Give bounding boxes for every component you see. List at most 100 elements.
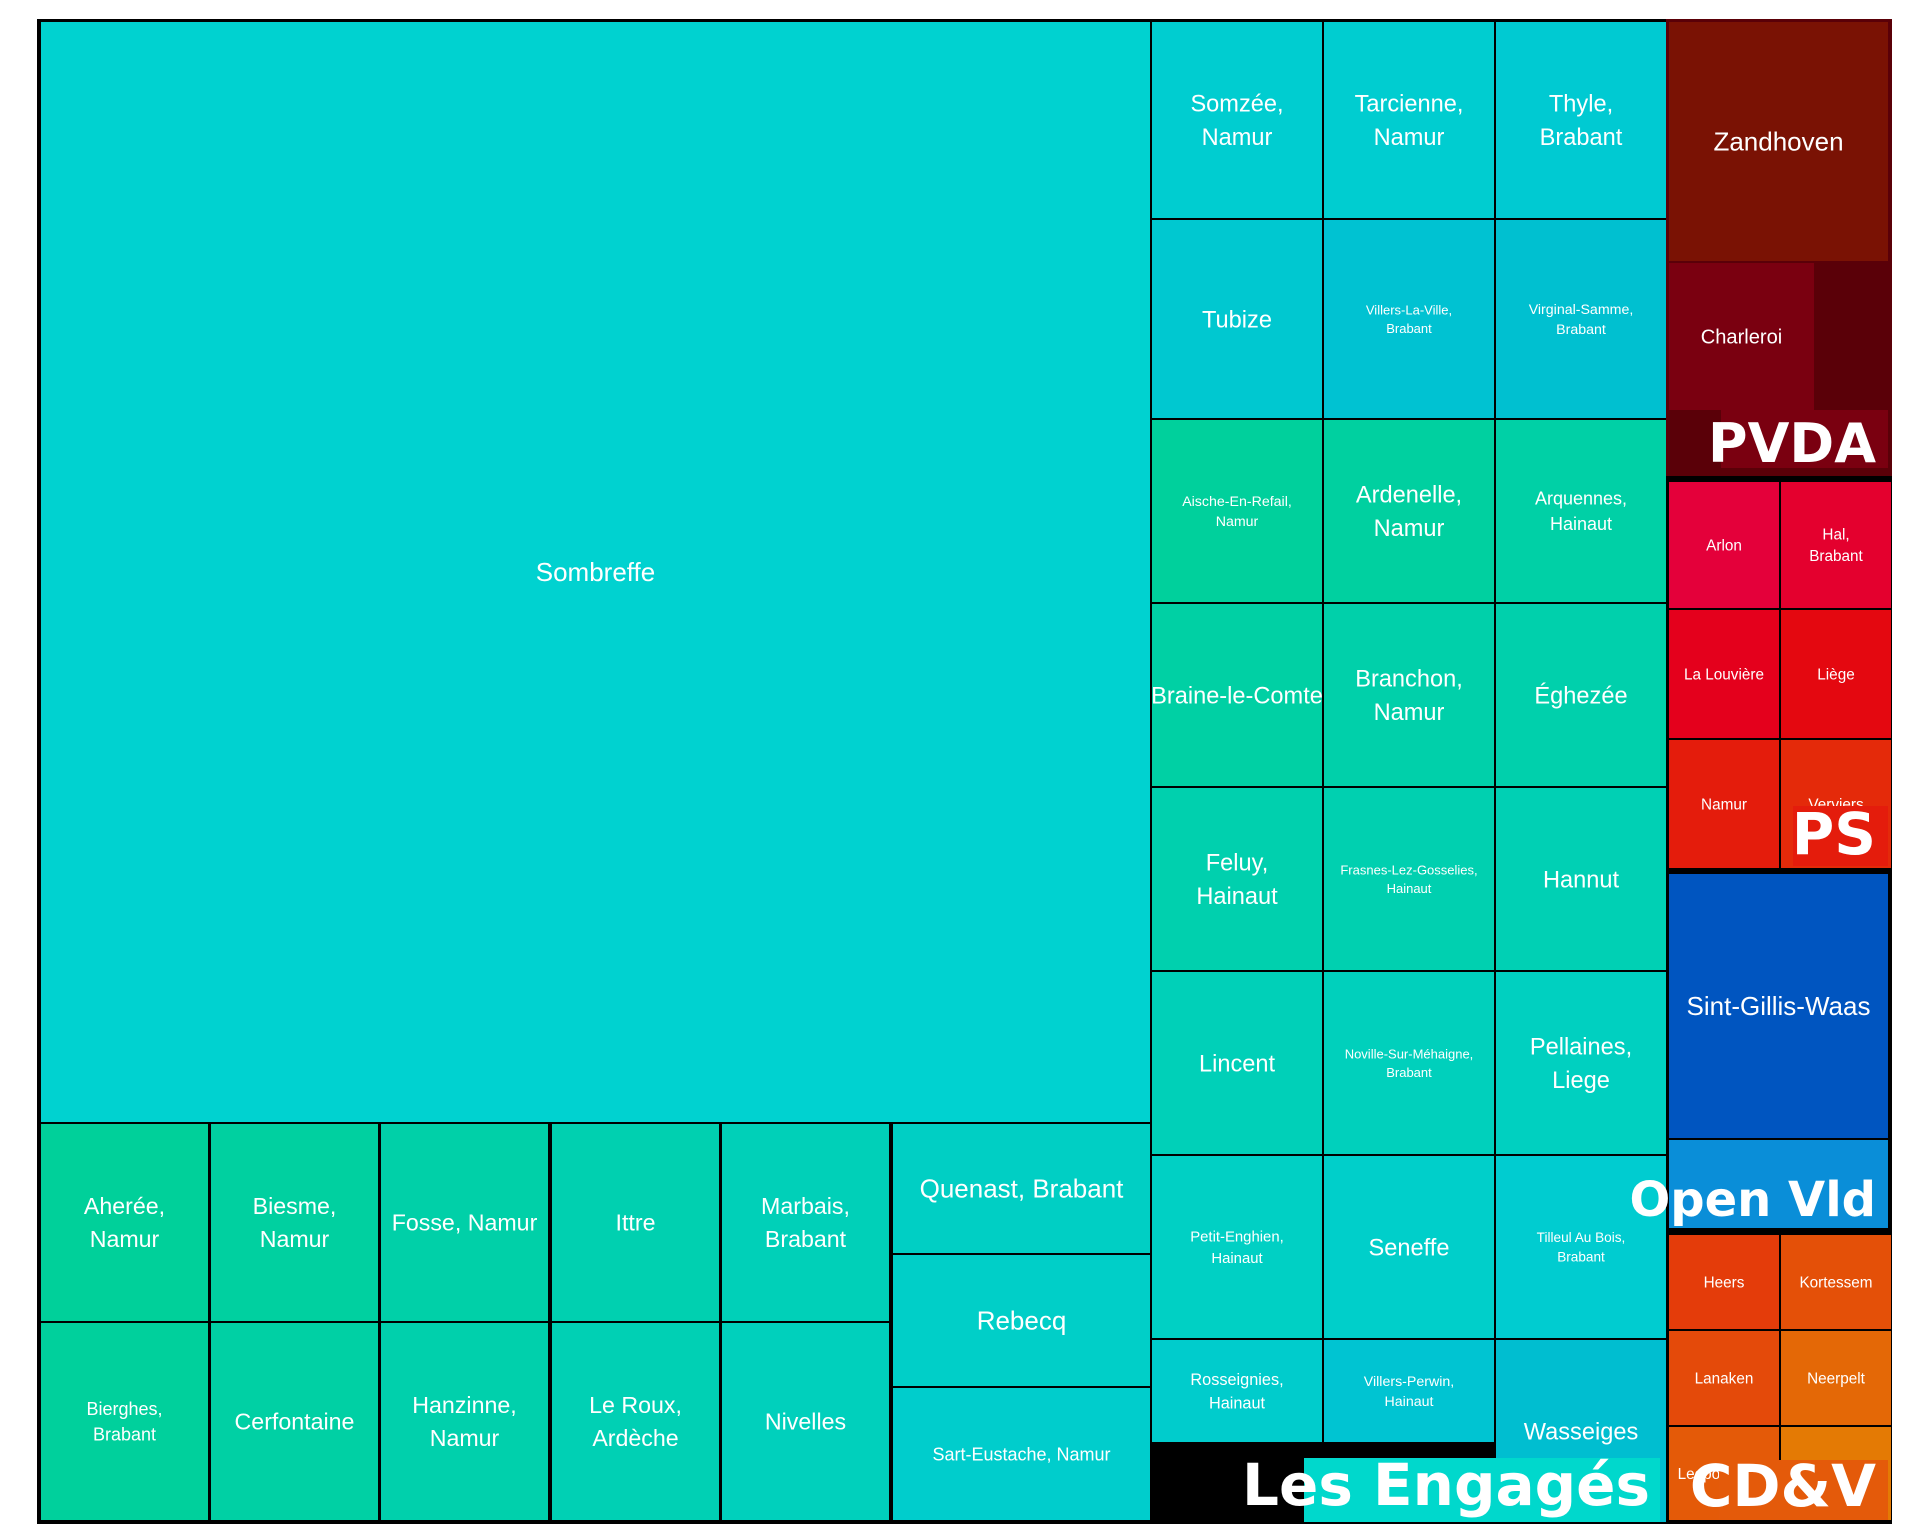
treemap-cell-heers[interactable] (1669, 1235, 1779, 1329)
treemap-cell-eghezee[interactable] (1496, 604, 1666, 786)
cell-label-braine-le-comte: Braine-le-Comte (1151, 683, 1323, 709)
group-label-ps: PS (1792, 800, 1876, 868)
cell-label-rosseignies-hainaut: Rosseignies, Hainaut (1190, 1371, 1283, 1412)
treemap-cell-kortessem[interactable] (1781, 1235, 1891, 1329)
cell-label-zandhoven: Zandhoven (1713, 127, 1843, 157)
cell-label-rebecq: Rebecq (977, 1306, 1067, 1336)
cell-label-pellaines-liege: Pellaines, Liege (1530, 1035, 1632, 1095)
treemap-cell-neerpelt[interactable] (1781, 1331, 1891, 1425)
treemap-cell-branchon-namur[interactable] (1324, 604, 1494, 786)
treemap-cell-sint-gillis-waas[interactable] (1669, 874, 1888, 1138)
cell-label-aheree-namur: Aherée, Namur (84, 1193, 165, 1252)
treemap-cell-liege[interactable] (1781, 610, 1891, 738)
cell-label-feluy-hainaut: Feluy, Hainaut (1196, 851, 1278, 911)
cell-label-villers-la-ville-brabant: Villers-La-Ville, Brabant (1366, 302, 1452, 336)
group-label-background-cd-v (1719, 1460, 1888, 1520)
treemap-cell-charleroi[interactable] (1669, 263, 1814, 410)
treemap-cell-villers-la-ville-brabant[interactable] (1324, 220, 1494, 418)
treemap-cell-quenast-brabant[interactable] (893, 1124, 1150, 1253)
cell-label-liege: Liège (1817, 666, 1854, 683)
cell-label-ittre: Ittre (616, 1210, 656, 1236)
treemap-cell-tubize[interactable] (1152, 220, 1322, 418)
cell-label-kortessem: Kortessem (1799, 1274, 1872, 1291)
cell-label-sart-eustache-namur: Sart-Eustache, Namur (932, 1444, 1110, 1464)
cell-label-wasseiges: Wasseiges (1524, 1419, 1639, 1445)
group-label-background-les-engages (1304, 1458, 1660, 1522)
group-label-les-engages: Les Engagés (1242, 1451, 1650, 1519)
cell-label-sombreffe: Sombreffe (536, 557, 655, 587)
treemap-cell-le-roux-ardeche[interactable] (552, 1323, 719, 1520)
cell-label-somzee-namur: Somzée, Namur (1190, 92, 1283, 152)
cell-label-aische-en-refail-namur: Aische-En-Refail, Namur (1182, 494, 1292, 530)
cell-label-sint-gillis-waas: Sint-Gillis-Waas (1687, 991, 1871, 1021)
treemap-cell-tarcienne-namur[interactable] (1324, 22, 1494, 218)
cell-label-arquennes-hainaut: Arquennes, Hainaut (1535, 489, 1627, 535)
cell-label-frasnes-lez-gosselies-hainaut: Frasnes-Lez-Gosselies, Hainaut (1340, 862, 1477, 896)
treemap-cell-lincent[interactable] (1152, 972, 1322, 1154)
treemap-cell-bierghes-brabant[interactable] (41, 1323, 208, 1520)
cell-label-charleroi: Charleroi (1701, 327, 1783, 349)
cell-label-tilleul-au-bois-brabant: Tilleul Au Bois, Brabant (1537, 1230, 1626, 1264)
cell-label-fosse-namur: Fosse, Namur (392, 1210, 538, 1236)
cell-label-heers: Heers (1704, 1274, 1745, 1291)
treemap-cell-la-louviere[interactable] (1669, 610, 1779, 738)
treemap-cell-hal-brabant[interactable] (1781, 482, 1891, 608)
cell-label-thyle-brabant: Thyle, Brabant (1540, 92, 1623, 152)
treemap-cell-biesme-namur[interactable] (211, 1124, 378, 1321)
cell-label-marbais-brabant: Marbais, Brabant (761, 1193, 850, 1252)
cell-label-lanaken: Lanaken (1695, 1370, 1754, 1387)
treemap-cell-zandhoven[interactable] (1669, 22, 1888, 261)
treemap-cell-cerfontaine[interactable] (211, 1323, 378, 1520)
treemap-cell-sart-eustache-namur[interactable] (893, 1388, 1150, 1520)
treemap-cell-pellaines-liege[interactable] (1496, 972, 1666, 1154)
cell-label-hanzinne-namur: Hanzinne, Namur (412, 1392, 516, 1451)
treemap-cell-hanzinne-namur[interactable] (381, 1323, 548, 1520)
treemap-cell-namur[interactable] (1669, 740, 1779, 868)
treemap-cell-aische-en-refail-namur[interactable] (1152, 420, 1322, 602)
treemap-cell-lanaken[interactable] (1669, 1331, 1779, 1425)
treemap-cell-rebecq[interactable] (893, 1255, 1150, 1386)
treemap-cell-ardenelle-namur[interactable] (1324, 420, 1494, 602)
treemap-cell-nivelles[interactable] (722, 1323, 889, 1520)
group-label-open-vld: Open Vld (1629, 1172, 1876, 1228)
treemap-cell-frasnes-lez-gosselies-hainaut[interactable] (1324, 788, 1494, 970)
cell-label-hannut: Hannut (1543, 867, 1620, 893)
treemap-cell-villers-perwin-hainaut[interactable] (1324, 1340, 1494, 1442)
group-label-pvda: PVDA (1708, 412, 1876, 475)
cell-label-tarcienne-namur: Tarcienne, Namur (1355, 92, 1464, 152)
cell-label-noville-sur-mehaigne-brabant: Noville-Sur-Méhaigne, Brabant (1345, 1046, 1474, 1080)
cell-label-quenast-brabant: Quenast, Brabant (920, 1174, 1125, 1204)
treemap-cell-aheree-namur[interactable] (41, 1124, 208, 1321)
cell-label-neerpelt: Neerpelt (1807, 1370, 1866, 1387)
cell-label-arlon: Arlon (1706, 537, 1742, 554)
treemap-cell-seneffe[interactable] (1324, 1156, 1494, 1338)
treemap-cell-somzee-namur[interactable] (1152, 22, 1322, 218)
treemap-cell-arlon[interactable] (1669, 482, 1779, 608)
treemap-cell-marbais-brabant[interactable] (722, 1124, 889, 1321)
treemap-cell-feluy-hainaut[interactable] (1152, 788, 1322, 970)
cell-label-seneffe: Seneffe (1369, 1235, 1450, 1261)
treemap-cell-braine-le-comte[interactable] (1152, 604, 1322, 786)
treemap-cell-sombreffe[interactable] (41, 22, 1150, 1122)
treemap-cell-fosse-namur[interactable] (381, 1124, 548, 1321)
cell-label-eghezee: Éghezée (1534, 682, 1627, 709)
treemap-cell-noville-sur-mehaigne-brabant[interactable] (1324, 972, 1494, 1154)
treemap-cell-ittre[interactable] (552, 1124, 719, 1321)
group-label-background-ps (1793, 806, 1888, 866)
cell-label-virginal-samme-brabant: Virginal-Samme, Brabant (1529, 302, 1634, 338)
cell-label-biesme-namur: Biesme, Namur (253, 1193, 337, 1252)
cell-label-lincent: Lincent (1199, 1051, 1276, 1077)
cell-label-nivelles: Nivelles (765, 1409, 846, 1435)
cell-label-petit-enghien-hainaut: Petit-Enghien, Hainaut (1190, 1230, 1284, 1267)
cell-label-le-roux-ardeche: Le Roux, Ardèche (589, 1392, 682, 1451)
treemap-cell-arquennes-hainaut[interactable] (1496, 420, 1666, 602)
treemap-cell-virginal-samme-brabant[interactable] (1496, 220, 1666, 418)
group-label-background-pvda (1721, 410, 1888, 468)
treemap-cell-tilleul-au-bois-brabant[interactable] (1496, 1156, 1666, 1338)
cell-label-tubize: Tubize (1202, 307, 1272, 333)
treemap-cell-petit-enghien-hainaut[interactable] (1152, 1156, 1322, 1338)
treemap-cell-thyle-brabant[interactable] (1496, 22, 1666, 218)
treemap-cell-rosseignies-hainaut[interactable] (1152, 1340, 1322, 1442)
treemap-cell-hannut[interactable] (1496, 788, 1666, 970)
